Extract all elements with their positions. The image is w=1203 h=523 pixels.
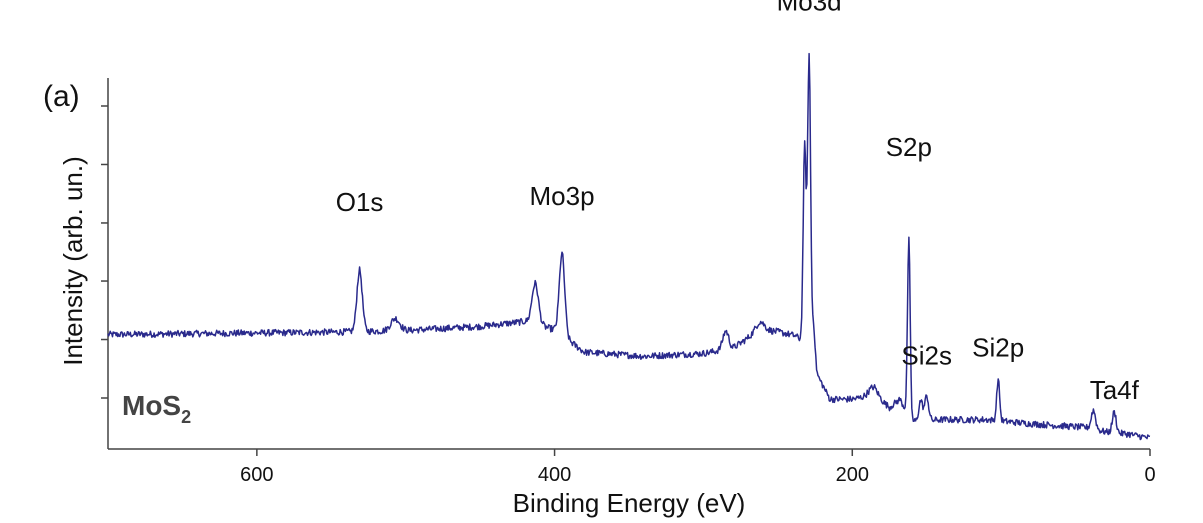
- peak-label-s2p: S2p: [886, 132, 932, 162]
- x-axis-title: Binding Energy (eV): [513, 488, 746, 518]
- x-ticks: 600 400 200 0: [240, 449, 1156, 486]
- panel-label: (a): [43, 80, 80, 113]
- y-ticks: [101, 105, 108, 399]
- series-line-xps-spectrum: [107, 52, 1151, 441]
- sample-label-main: MoS: [122, 390, 181, 421]
- x-tick-label-400: 400: [538, 464, 571, 486]
- peak-label-mo3p: Mo3p: [529, 181, 594, 211]
- peak-label-ta4f: Ta4f: [1090, 375, 1140, 405]
- axes: 600 400 200 0: [101, 78, 1156, 486]
- peak-label-si2p: Si2p: [972, 332, 1024, 362]
- peak-label-si2s: Si2s: [901, 340, 952, 370]
- x-tick-label-600: 600: [240, 464, 273, 486]
- peak-labels: O1s Mo3p Mo3d S2p Si2s Si2p Ta4f: [336, 0, 1140, 405]
- sample-label: MoS2: [122, 390, 191, 427]
- y-axis-title: Intensity (arb. un.): [58, 156, 88, 366]
- x-tick-label-0: 0: [1144, 464, 1155, 486]
- peak-label-o1s: O1s: [336, 187, 384, 217]
- x-tick-label-200: 200: [836, 464, 869, 486]
- sample-label-subscript: 2: [181, 407, 191, 427]
- peak-label-mo3d: Mo3d: [777, 0, 842, 17]
